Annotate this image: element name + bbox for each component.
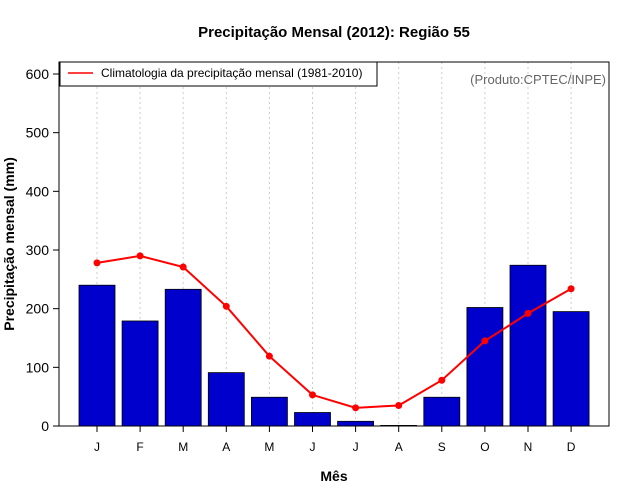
y-axis: 0 100 200 300 400 500 600 xyxy=(26,66,59,434)
source-note: (Produto:CPTEC/INPE) xyxy=(470,72,606,87)
y-tick-label: 100 xyxy=(26,359,50,375)
y-tick-label: 300 xyxy=(26,242,50,258)
precip-bar xyxy=(78,284,116,427)
x-tick-label: J xyxy=(94,440,100,454)
bar-layer xyxy=(78,264,590,427)
grid-layer xyxy=(96,62,572,426)
x-tick-label: F xyxy=(136,440,143,454)
chart-title: Precipitação Mensal (2012): Região 55 xyxy=(198,24,470,41)
y-tick-label: 500 xyxy=(26,125,50,141)
precip-bar xyxy=(509,264,547,427)
precip-bar xyxy=(250,396,288,427)
climatology-point xyxy=(93,259,101,267)
climatology-point xyxy=(179,263,187,271)
y-tick-label: 0 xyxy=(41,418,49,434)
climatology-point xyxy=(481,337,489,345)
x-axis-label: Mês xyxy=(320,468,347,484)
climatology-point xyxy=(438,376,446,384)
precip-bar xyxy=(294,412,331,427)
climatology-point xyxy=(265,352,273,360)
y-axis-label: Precipitação mensal (mm) xyxy=(1,157,17,331)
x-tick-label: O xyxy=(480,440,489,454)
x-tick-label: J xyxy=(353,440,359,454)
climatology-point xyxy=(309,391,316,399)
climatology-point xyxy=(395,401,403,409)
x-tick-label: S xyxy=(438,440,446,454)
precip-bar xyxy=(337,420,375,427)
climatology-point xyxy=(524,309,532,317)
precip-bar xyxy=(552,311,590,427)
line-layer xyxy=(93,252,575,412)
climatology-point xyxy=(222,302,230,310)
x-tick-label: N xyxy=(524,440,533,454)
x-tick-label: M xyxy=(264,440,274,454)
y-tick-label: 200 xyxy=(26,301,50,317)
x-tick-label: A xyxy=(222,440,230,454)
precip-bar xyxy=(466,307,504,427)
climatology-point xyxy=(136,252,144,260)
legend-box xyxy=(59,61,378,87)
x-tick-label: M xyxy=(178,440,188,454)
x-tick-label: D xyxy=(567,440,576,454)
x-tick-label: A xyxy=(395,440,403,454)
legend-label: Climatologia da precipitação mensal (198… xyxy=(101,66,362,80)
precip-bar xyxy=(423,396,461,427)
climatology-point xyxy=(567,285,575,293)
precip-bar xyxy=(207,372,245,427)
y-tick-label: 600 xyxy=(26,66,50,82)
x-tick-label: J xyxy=(310,440,316,454)
precip-bar xyxy=(121,320,159,427)
precip-bar xyxy=(164,288,202,427)
y-tick-label: 400 xyxy=(26,183,50,199)
climatology-point xyxy=(352,404,360,412)
legend: Climatologia da precipitação mensal (198… xyxy=(59,61,378,87)
climatology-line xyxy=(96,254,572,409)
